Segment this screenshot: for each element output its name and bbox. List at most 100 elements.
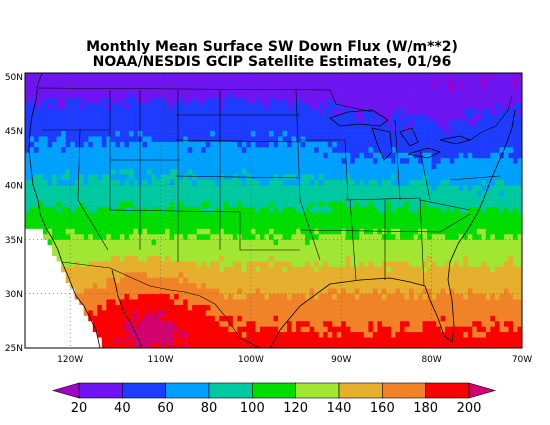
heat-cell	[512, 130, 518, 137]
heat-cell	[268, 98, 274, 104]
heat-cell	[458, 342, 464, 348]
heat-cell	[101, 266, 107, 273]
heat-cell	[381, 255, 387, 262]
heat-cell	[395, 250, 401, 256]
heat-cell	[79, 146, 85, 153]
heat-cell	[377, 223, 383, 229]
heat-cell	[395, 184, 401, 191]
heat-cell	[165, 282, 170, 289]
heat-cell	[255, 98, 261, 104]
heat-cell	[318, 255, 324, 262]
heat-cell	[517, 261, 522, 267]
heat-cell	[332, 119, 338, 126]
heat-cell	[278, 141, 283, 148]
heat-cell	[92, 130, 98, 137]
heat-cell	[133, 233, 139, 240]
heat-cell	[61, 92, 67, 99]
heat-cell	[264, 271, 270, 278]
heat-cell	[146, 108, 152, 115]
heat-cell	[165, 288, 170, 295]
heat-cell	[237, 288, 243, 295]
heat-cell	[106, 342, 112, 348]
heat-cell	[476, 168, 482, 175]
heat-cell	[210, 174, 216, 180]
heat-cell	[210, 228, 216, 235]
heat-cell	[309, 320, 315, 327]
heat-cell	[463, 206, 469, 213]
heat-cell	[210, 179, 216, 186]
heat-cell	[413, 114, 419, 121]
heat-cell	[160, 130, 166, 137]
heat-cell	[223, 299, 229, 305]
heat-cell	[305, 174, 311, 180]
heat-cell	[133, 315, 139, 322]
heat-cell	[508, 114, 514, 121]
heat-cell	[300, 282, 306, 289]
heat-cell	[305, 157, 311, 164]
heat-cell	[192, 342, 198, 348]
heat-cell	[110, 108, 116, 115]
heat-cell	[246, 244, 252, 251]
heat-cell	[372, 98, 378, 104]
heat-cell	[137, 98, 143, 104]
heat-cell	[133, 309, 139, 316]
heat-cell	[377, 315, 383, 322]
heat-cell	[97, 179, 103, 186]
heat-cell	[345, 184, 351, 191]
heat-cell	[436, 337, 442, 343]
heat-cell	[151, 282, 157, 289]
heat-cell	[467, 217, 473, 224]
heat-cell	[287, 309, 292, 316]
heat-cell	[183, 146, 189, 153]
heat-cell	[445, 130, 451, 137]
heat-cell	[503, 342, 509, 348]
heat-cell	[494, 108, 500, 115]
heat-cell	[494, 266, 500, 273]
heat-cell	[210, 255, 216, 262]
heat-cell	[458, 184, 464, 191]
heat-cell	[192, 92, 198, 99]
heat-cell	[323, 119, 329, 126]
heat-cell	[115, 152, 121, 159]
heat-cell	[323, 195, 329, 202]
heat-cell	[400, 108, 405, 115]
heat-cell	[178, 201, 184, 208]
heat-cell	[300, 261, 306, 267]
heat-cell	[165, 157, 170, 164]
heat-cell	[83, 217, 89, 224]
heat-cell	[372, 119, 378, 126]
heat-cell	[517, 201, 522, 208]
heat-cell	[476, 304, 482, 311]
heat-cell	[508, 212, 514, 218]
heat-cell	[458, 293, 464, 300]
heat-cell	[79, 125, 85, 131]
heat-cell	[503, 282, 509, 289]
heat-cell	[142, 152, 148, 159]
heat-cell	[508, 136, 514, 142]
heat-cell	[128, 223, 134, 229]
heat-cell	[210, 271, 216, 278]
heat-cell	[282, 141, 288, 148]
heat-cell	[92, 179, 98, 186]
heat-cell	[400, 223, 405, 229]
heat-cell	[345, 331, 351, 338]
heat-cell	[390, 293, 396, 300]
heat-cell	[332, 228, 338, 235]
heat-cell	[232, 315, 238, 322]
heat-cell	[65, 179, 71, 186]
heat-cell	[400, 103, 405, 110]
heat-cell	[255, 163, 261, 170]
heat-cell	[503, 174, 509, 180]
heat-cell	[137, 244, 143, 251]
heat-cell	[61, 168, 67, 175]
heat-cell	[422, 152, 428, 159]
heat-cell	[381, 315, 387, 322]
heat-cell	[431, 320, 437, 327]
heat-cell	[431, 282, 437, 289]
heat-cell	[499, 288, 505, 295]
heat-cell	[481, 228, 487, 235]
heat-cell	[124, 250, 130, 256]
heat-cell	[354, 217, 360, 224]
heat-cell	[287, 250, 292, 256]
heat-cell	[128, 320, 134, 327]
